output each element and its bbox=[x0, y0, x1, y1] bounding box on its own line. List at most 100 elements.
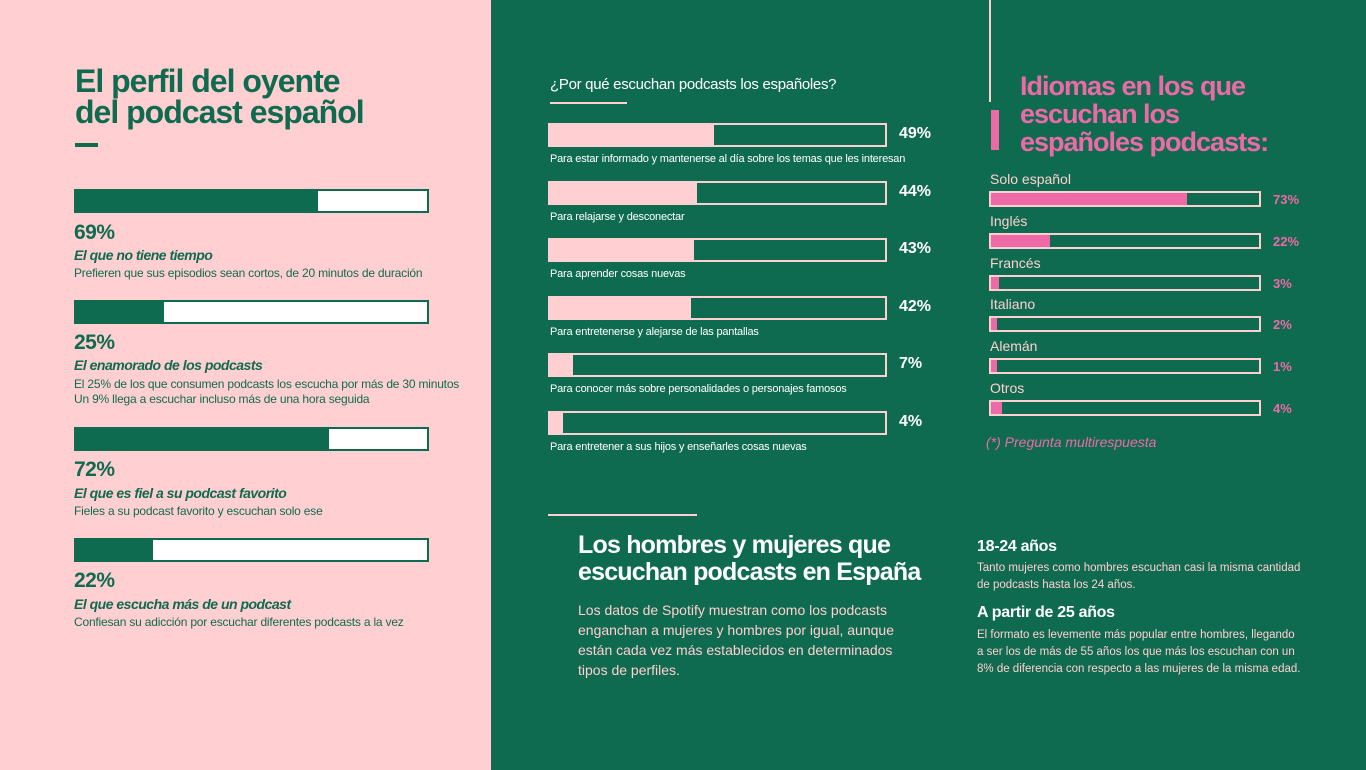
language-bar bbox=[989, 400, 1261, 416]
language-category-label: Alemán bbox=[990, 338, 1038, 355]
reason-category-label: Para entretener a sus hijos y enseñarles… bbox=[550, 440, 807, 453]
age-group-1-line-1: Tanto mujeres como hombres escuchan casi… bbox=[977, 562, 1301, 574]
language-bar-fill bbox=[991, 318, 997, 331]
profile-title-1: El que no tiene tiempo bbox=[74, 247, 213, 263]
reason-bar bbox=[548, 238, 887, 262]
language-bar-fill bbox=[991, 234, 1050, 247]
languages-note: (*) Pregunta multirespuesta bbox=[986, 434, 1157, 450]
profile-desc-4: Confiesan su adicción por escuchar difer… bbox=[74, 615, 484, 630]
languages-chart-title: Idiomas en los que escuchan los españole… bbox=[1020, 72, 1320, 156]
profile-title-2: El enamorado de los podcasts bbox=[74, 357, 263, 373]
reasons-title-underline bbox=[550, 102, 627, 104]
profile-pct-1: 69% bbox=[74, 221, 115, 244]
reason-value-label: 7% bbox=[899, 355, 923, 372]
language-bar bbox=[989, 232, 1261, 249]
language-category-label: Otros bbox=[990, 380, 1025, 396]
reason-value-label: 43% bbox=[899, 240, 932, 257]
language-bar-fill bbox=[991, 276, 1000, 289]
profile-title-line-2: del podcast español bbox=[75, 94, 365, 130]
reason-bar bbox=[548, 353, 887, 377]
reason-category-label: Para aprender cosas nuevas bbox=[550, 268, 686, 280]
reason-value-label: 4% bbox=[899, 412, 923, 430]
reason-bar bbox=[548, 410, 887, 435]
language-bar bbox=[989, 274, 1261, 291]
language-bar bbox=[989, 358, 1261, 375]
profile-title-line-1: El perfil del oyente bbox=[75, 63, 341, 99]
age-group-heading-2: A partir de 25 años bbox=[977, 604, 1115, 621]
gender-text-line-4: tipos de perfiles. bbox=[578, 662, 680, 678]
reason-bar bbox=[548, 123, 887, 147]
age-group-2-line-2: a ser los de más de 55 años los que más … bbox=[977, 646, 1295, 658]
reason-category-label: Para estar informado y mantenerse al día… bbox=[550, 153, 906, 165]
gender-text-line-3: están cada vez más establecidos en deter… bbox=[578, 642, 893, 658]
gender-text-line-2: enganchan a mujeres y hombres por igual,… bbox=[578, 622, 894, 638]
language-category-label: Francés bbox=[990, 254, 1041, 271]
profile-desc-1: Prefieren que sus episodios sean cortos,… bbox=[74, 266, 484, 281]
profile-pct-3: 72% bbox=[74, 458, 115, 481]
profile-desc-2-line-2: Un 9% llega a escuchar incluso más de un… bbox=[74, 392, 370, 406]
reason-value-label: 42% bbox=[899, 297, 932, 315]
profile-pct-2: 25% bbox=[74, 331, 115, 354]
profile-bar-fill bbox=[76, 302, 164, 322]
reason-bar bbox=[548, 295, 887, 320]
language-value-label: 4% bbox=[1273, 401, 1292, 416]
language-value-label: 22% bbox=[1273, 233, 1300, 249]
gender-text: Los datos de Spotify muestran como los p… bbox=[578, 600, 938, 680]
language-category-label: Solo español bbox=[990, 171, 1071, 187]
language-value-label: 3% bbox=[1273, 275, 1292, 291]
profile-bar-2 bbox=[74, 300, 429, 324]
reason-bar-fill bbox=[550, 125, 715, 145]
profile-title-4: El que escucha más de un podcast bbox=[74, 596, 291, 612]
language-value-label: 73% bbox=[1273, 192, 1300, 207]
profile-bar-1 bbox=[74, 189, 429, 213]
profile-title-3: El que es fiel a su podcast favorito bbox=[74, 485, 287, 501]
age-group-2-line-3: 8% de diferencia con respecto a las muje… bbox=[977, 663, 1301, 675]
profile-title: El perfil del oyente del podcast español bbox=[75, 63, 475, 130]
gender-title: Los hombres y mujeres que escuchan podca… bbox=[578, 532, 958, 586]
reason-category-label: Para conocer más sobre personalidades o … bbox=[550, 383, 847, 395]
profile-pct-4: 22% bbox=[74, 569, 115, 592]
language-category-label: Italiano bbox=[990, 296, 1036, 313]
reason-category-label: Para entretenerse y alejarse de las pant… bbox=[550, 325, 759, 338]
profile-desc-2: El 25% de los que consumen podcasts los … bbox=[74, 377, 484, 407]
language-value-label: 1% bbox=[1273, 359, 1292, 375]
title-dash bbox=[75, 143, 98, 147]
age-group-text-1: Tanto mujeres como hombres escuchan casi… bbox=[977, 560, 1347, 594]
profile-desc-4-line-1: Confiesan su adicción por escuchar difer… bbox=[74, 615, 404, 629]
profile-desc-3: Fieles a su podcast favorito y escuchan … bbox=[74, 504, 484, 519]
profile-bar-fill bbox=[76, 191, 319, 211]
profile-desc-3-line-1: Fieles a su podcast favorito y escuchan … bbox=[74, 504, 323, 518]
reason-bar-fill bbox=[550, 240, 695, 260]
reason-bar-fill bbox=[550, 297, 691, 318]
language-bar bbox=[989, 191, 1261, 207]
language-value-label: 2% bbox=[1273, 317, 1292, 333]
title-accent-bar bbox=[991, 110, 999, 150]
reason-value-label: 49% bbox=[899, 125, 932, 142]
reasons-chart-title: ¿Por qué escuchan podcasts los españoles… bbox=[550, 76, 837, 93]
language-category-label: Inglés bbox=[990, 212, 1028, 229]
age-group-2-line-1: El formato es levemente más popular entr… bbox=[977, 629, 1295, 641]
profile-bar-3 bbox=[74, 427, 429, 451]
gender-section-divider bbox=[548, 514, 697, 516]
reason-bar-fill bbox=[550, 182, 698, 203]
reason-bar bbox=[548, 180, 887, 205]
languages-title-line-1: Idiomas en los que bbox=[1020, 71, 1246, 101]
languages-title-line-3: españoles podcasts: bbox=[1020, 127, 1269, 157]
profile-bar-fill bbox=[76, 429, 329, 449]
gender-title-line-1: Los hombres y mujeres que bbox=[578, 531, 891, 559]
age-group-text-2: El formato es levemente más popular entr… bbox=[977, 627, 1347, 678]
language-bar bbox=[989, 316, 1261, 333]
reason-category-label: Para relajarse y desconectar bbox=[550, 210, 685, 223]
age-group-1-line-2: de podcasts hasta los 24 años. bbox=[977, 579, 1136, 591]
profile-desc-1-line-1: Prefieren que sus episodios sean cortos,… bbox=[74, 266, 423, 280]
gender-text-line-1: Los datos de Spotify muestran como los p… bbox=[578, 602, 887, 618]
reason-bar-fill bbox=[550, 412, 564, 433]
profile-bar-4 bbox=[74, 538, 429, 562]
left-panel bbox=[0, 0, 491, 770]
profile-desc-2-line-1: El 25% de los que consumen podcasts los … bbox=[74, 377, 460, 391]
language-bar-fill bbox=[991, 193, 1187, 205]
language-bar-fill bbox=[991, 360, 997, 373]
profile-bar-fill bbox=[76, 540, 154, 560]
gender-title-line-2: escuchan podcasts en España bbox=[578, 558, 921, 586]
language-bar-fill bbox=[991, 402, 1002, 414]
